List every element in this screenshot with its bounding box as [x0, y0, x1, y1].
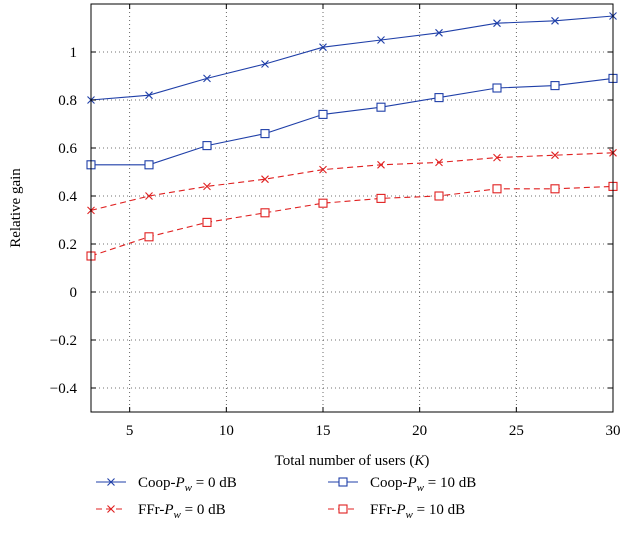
- square-marker: [318, 198, 328, 208]
- y-tick-label: −0.2: [50, 333, 77, 349]
- series-3: [87, 148, 617, 215]
- x-marker: [261, 175, 269, 184]
- y-axis-label: Relative gain: [8, 168, 24, 248]
- x-marker: [551, 151, 559, 160]
- series-2: [86, 73, 618, 170]
- legend-entry-3: FFr-Pw = 0 dB: [96, 502, 226, 521]
- legend: Coop-Pw = 0 dB Coop-Pw = 10 dB FFr-Pw = 0 …: [96, 475, 476, 521]
- x-tick-label: 5: [126, 423, 134, 439]
- legend-label: FFr-Pw = 0 dB: [138, 502, 226, 521]
- square-marker: [338, 477, 348, 487]
- square-marker: [202, 141, 212, 151]
- x-axis-label: Total number of users (K): [275, 453, 430, 469]
- x-marker: [493, 153, 501, 162]
- series-line: [91, 77, 614, 166]
- legend-label: FFr-Pw = 10 dB: [370, 502, 465, 521]
- x-marker: [203, 182, 211, 191]
- y-tick-label: 0: [70, 285, 78, 301]
- legend-entry-1: Coop-Pw = 0 dB: [96, 475, 237, 494]
- x-tick-label: 25: [509, 423, 524, 439]
- x-tick-label: 15: [316, 423, 331, 439]
- x-tick-label: 20: [412, 423, 427, 439]
- x-marker: [551, 16, 559, 25]
- x-marker: [261, 60, 269, 68]
- square-marker: [376, 193, 386, 203]
- axis-ticks: 5 10 15 20 25 30 −0.4 −0.2 0 0.2 0.4 0.6 0.8 1: [50, 4, 621, 439]
- legend-entry-2: Coop-Pw = 10 dB: [328, 475, 476, 494]
- series-4: [86, 181, 618, 261]
- square-marker: [338, 504, 348, 514]
- x-marker: [319, 165, 327, 174]
- y-tick-label: 1: [70, 45, 78, 61]
- plot-frame: [90, 3, 614, 413]
- y-tick-label: 0.6: [58, 141, 77, 157]
- legend-label: Coop-Pw = 0 dB: [138, 475, 237, 494]
- y-tick-label: 0.4: [58, 189, 77, 205]
- x-marker: [145, 91, 153, 100]
- y-tick-label: −0.4: [50, 381, 78, 397]
- square-marker: [492, 184, 502, 194]
- series-1: [87, 12, 617, 104]
- square-marker: [260, 129, 270, 139]
- x-tick-label: 10: [219, 423, 234, 439]
- square-marker: [376, 102, 386, 112]
- grid-lines: [91, 4, 613, 412]
- x-marker: [203, 74, 211, 83]
- x-marker: [377, 36, 385, 44]
- x-marker: [319, 43, 327, 52]
- square-marker: [434, 191, 444, 201]
- legend-entry-4: FFr-Pw = 10 dB: [328, 502, 465, 521]
- x-marker: [435, 28, 443, 37]
- y-tick-label: 0.8: [58, 93, 77, 109]
- square-marker: [144, 232, 154, 242]
- square-marker: [550, 184, 560, 194]
- x-marker: [493, 19, 501, 28]
- square-marker: [550, 81, 560, 91]
- x-marker: [435, 158, 443, 167]
- series-line: [90, 152, 614, 211]
- x-marker: [107, 505, 115, 513]
- y-tick-label: 0.2: [58, 237, 77, 253]
- square-marker: [492, 83, 502, 93]
- series-line: [90, 185, 614, 257]
- series-line: [90, 15, 614, 101]
- square-marker: [434, 93, 444, 103]
- x-marker: [377, 160, 385, 169]
- x-marker: [107, 478, 115, 486]
- square-marker: [260, 208, 270, 218]
- square-marker: [144, 160, 154, 170]
- series-layer: [86, 12, 618, 261]
- x-marker: [145, 192, 153, 200]
- legend-label: Coop-Pw = 10 dB: [370, 475, 476, 494]
- x-tick-label: 30: [606, 423, 621, 439]
- square-marker: [318, 109, 328, 119]
- square-marker: [202, 217, 212, 227]
